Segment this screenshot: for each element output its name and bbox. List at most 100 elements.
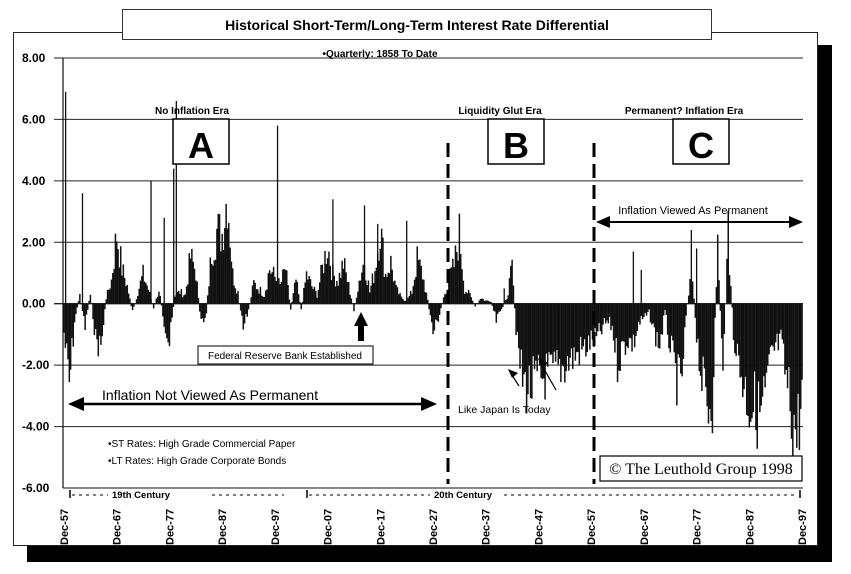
data-bar [466, 293, 469, 304]
data-bar [770, 303, 773, 346]
data-spike [81, 193, 84, 304]
data-bar [607, 303, 610, 324]
data-bar [701, 303, 703, 392]
data-bar [761, 303, 764, 397]
data-bar [624, 303, 627, 355]
data-bar [208, 286, 210, 304]
data-bar [573, 303, 575, 348]
data-bar [255, 289, 258, 304]
data-bar [552, 303, 554, 364]
data-bar [450, 267, 453, 304]
data-bar [440, 303, 442, 309]
data-bar [291, 302, 293, 304]
data-bar [640, 303, 643, 316]
data-bar [449, 268, 451, 304]
data-bar [378, 260, 380, 304]
data-bar [328, 251, 330, 304]
data-bar [349, 294, 351, 304]
data-bar [309, 279, 312, 304]
data-bar [776, 303, 778, 334]
data-bar [680, 303, 682, 374]
data-bar [516, 303, 519, 332]
data-bar [485, 300, 487, 304]
data-bar [678, 303, 681, 358]
data-bar [390, 255, 392, 304]
y-tick-label: -6.00 [22, 481, 50, 495]
data-bar [707, 303, 710, 424]
data-spike [503, 288, 505, 304]
data-bar [454, 245, 457, 304]
data-bar [350, 298, 353, 304]
data-bar [282, 269, 284, 304]
era-a-box [172, 118, 230, 165]
data-bar [768, 303, 770, 355]
data-bar [796, 303, 798, 448]
data-bar [271, 272, 274, 304]
data-bar [743, 303, 745, 390]
data-bar [166, 303, 168, 339]
data-bar [398, 294, 400, 304]
data-bar [736, 303, 739, 344]
data-bar [146, 285, 148, 304]
data-bar [171, 303, 173, 318]
data-bar [326, 258, 329, 304]
data-bar [774, 303, 777, 343]
data-bar [297, 294, 300, 304]
data-bar [81, 303, 84, 312]
data-bar [689, 279, 691, 304]
y-tick-label: 4.00 [22, 174, 46, 188]
data-bar [170, 303, 172, 323]
x-tick-label: Dec-57 [586, 509, 598, 545]
data-bar [479, 298, 482, 304]
data-bar [126, 284, 129, 304]
st-rates-note: •ST Rates: High Grade Commercial Paper [108, 439, 296, 450]
data-bar [622, 303, 624, 342]
data-bar [755, 303, 757, 431]
data-bar [623, 303, 625, 342]
data-bar [436, 303, 438, 321]
data-bar [674, 303, 677, 364]
data-bar [792, 303, 794, 456]
data-bar [521, 303, 524, 387]
data-bar [492, 303, 495, 311]
data-bar [65, 303, 68, 344]
data-spike [690, 230, 692, 304]
data-bar [738, 303, 740, 356]
data-bar [531, 303, 533, 399]
data-bar [482, 299, 484, 304]
data-bar [652, 303, 654, 324]
data-bar [220, 251, 222, 304]
data-bar [494, 303, 496, 312]
data-bar [239, 303, 242, 311]
data-spike [695, 248, 698, 304]
data-bar [423, 279, 425, 304]
data-bar [415, 276, 417, 304]
data-bar [409, 290, 412, 304]
y-tick-label: 6.00 [22, 112, 46, 126]
data-bar [677, 303, 679, 355]
data-bar [141, 276, 143, 304]
data-bar [83, 303, 85, 317]
data-bar [711, 303, 714, 434]
data-spike [163, 217, 165, 304]
data-spike [640, 269, 642, 304]
data-bar [730, 286, 732, 304]
not-permanent-label: Inflation Not Viewed As Permanent [102, 387, 318, 403]
data-spike [64, 91, 67, 304]
data-bar [341, 260, 343, 304]
data-bar [562, 303, 565, 367]
data-bar [662, 303, 665, 316]
data-bar [295, 279, 297, 304]
data-bar [394, 280, 396, 304]
data-bar [554, 303, 557, 362]
data-bar [263, 296, 266, 304]
data-bar [97, 303, 100, 357]
data-bar [589, 303, 591, 350]
data-bar [564, 303, 566, 383]
data-bar [344, 258, 346, 304]
data-bar [264, 290, 267, 304]
data-bar [752, 303, 755, 413]
data-bar [459, 253, 462, 304]
data-bar [296, 281, 299, 304]
data-bar [432, 303, 434, 335]
